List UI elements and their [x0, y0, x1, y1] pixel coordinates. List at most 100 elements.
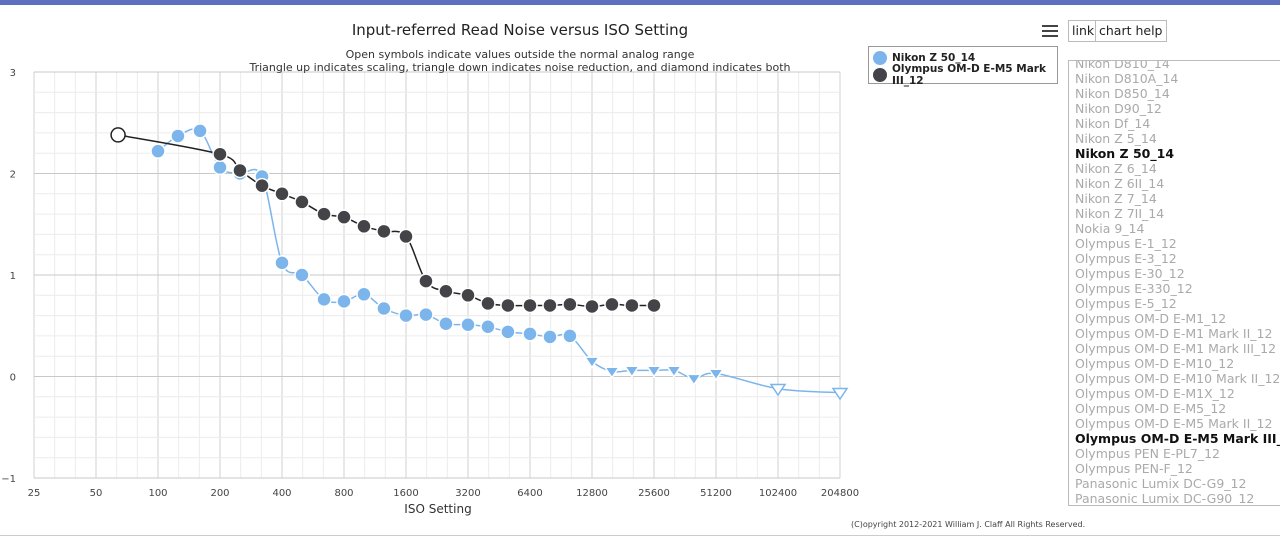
camera-list-item[interactable]: Nikon D90_12 [1075, 101, 1162, 116]
camera-list-item[interactable]: Nikon Z 5_14 [1075, 131, 1157, 146]
data-point-circle [316, 206, 332, 222]
data-point-triangle-down [645, 365, 663, 379]
data-point-circle [376, 223, 392, 240]
camera-select-list[interactable]: Nikon D810_14 Nikon D810A_14 Nikon D850_14… [1068, 60, 1280, 506]
camera-list-item[interactable]: Nikon Z 7_14 [1075, 191, 1157, 206]
data-point-circle [316, 291, 332, 308]
data-point-triangle-down [707, 368, 725, 382]
camera-list-item[interactable]: Olympus OM-D E-M10_12 [1075, 356, 1235, 371]
data-point-circle [398, 228, 414, 245]
legend-label-nikon: Nikon Z 50_14 [892, 52, 976, 64]
data-point-circle [356, 218, 372, 235]
camera-list-item[interactable]: Olympus OM-D E-M5 Mark III_12 [1075, 431, 1280, 446]
legend-marker-olympus [873, 68, 887, 82]
data-point-circle [438, 315, 454, 332]
camera-list-item[interactable]: Olympus E-1_12 [1075, 236, 1177, 251]
series-line-olympus [117, 134, 655, 308]
data-point-circle [562, 328, 578, 344]
x-tick-label: 50 [90, 488, 103, 499]
legend-item-nikon[interactable]: Nikon Z 50_14 [873, 50, 1053, 66]
camera-list-item[interactable]: Nikon D810_14 [1075, 60, 1170, 71]
link-button[interactable]: link [1068, 20, 1098, 42]
chart-title: Input-referred Read Noise versus ISO Set… [352, 21, 688, 39]
camera-list-item[interactable]: Panasonic Lumix DC-G90_12 [1075, 491, 1255, 506]
y-tick-label: 3 [10, 68, 16, 79]
data-point-circle [150, 143, 166, 159]
camera-list-item[interactable]: Olympus OM-D E-M10 Mark II_12 [1075, 371, 1280, 386]
x-tick-label: 102400 [759, 488, 797, 499]
data-point-circle [646, 297, 662, 314]
camera-list-item[interactable]: Olympus E-30_12 [1075, 266, 1185, 281]
data-point-circle [438, 283, 454, 299]
data-point-triangle-down [603, 366, 621, 380]
data-point-circle [170, 128, 186, 144]
camera-list-item[interactable]: Panasonic Lumix DC-G9_12 [1075, 476, 1247, 491]
camera-list-item[interactable]: Nikon D810A_14 [1075, 71, 1179, 86]
x-tick-label: 12800 [576, 488, 608, 499]
x-tick-label: 25 [28, 488, 41, 499]
legend-marker-nikon [873, 51, 887, 65]
data-point-triangle-down [685, 373, 703, 387]
x-tick-label: 25600 [638, 488, 670, 499]
data-point-triangle-down [831, 387, 849, 401]
data-point-circle [624, 297, 640, 314]
hamburger-menu-icon[interactable] [1042, 25, 1058, 39]
series-markers [110, 123, 849, 401]
camera-list-item[interactable]: Nokia 9_14 [1075, 221, 1145, 236]
camera-list-item[interactable]: Olympus OM-D E-M1X_12 [1075, 386, 1235, 401]
data-point-circle [500, 297, 516, 314]
x-tick-label: 51200 [700, 488, 732, 499]
camera-list-item[interactable]: Olympus E-330_12 [1075, 281, 1193, 296]
chart-help-button[interactable]: chart help [1095, 20, 1167, 42]
data-point-circle [480, 319, 496, 335]
camera-list-item[interactable]: Nikon Z 7II_14 [1075, 206, 1165, 221]
x-tick-label: 3200 [455, 488, 480, 499]
data-point-circle [604, 296, 620, 313]
x-tick-label: 100 [148, 488, 167, 499]
x-tick-label: 800 [334, 488, 353, 499]
y-tick-label: 2 [10, 170, 16, 181]
data-point-circle [418, 273, 434, 289]
data-point-circle [480, 295, 496, 312]
camera-list-item[interactable]: Olympus OM-D E-M5_12 [1075, 401, 1227, 416]
data-point-circle [110, 127, 126, 143]
x-tick-label: 6400 [517, 488, 542, 499]
grid-lines [33, 71, 841, 479]
data-point-circle [522, 326, 538, 342]
data-point-circle [418, 306, 434, 323]
x-axis-title: ISO Setting [404, 502, 471, 516]
data-point-triangle-down [583, 356, 601, 369]
data-point-circle [294, 267, 310, 283]
data-point-circle [294, 194, 310, 210]
top-accent-bar [0, 0, 1280, 5]
data-point-circle [212, 146, 228, 162]
data-point-circle [254, 177, 270, 194]
y-tick-label: −1 [1, 474, 16, 485]
camera-list-item[interactable]: Olympus OM-D E-M1 Mark III_12 [1075, 341, 1277, 356]
camera-list-item[interactable]: Nikon D850_14 [1075, 86, 1170, 101]
camera-list-item[interactable]: Olympus E-3_12 [1075, 251, 1177, 266]
camera-list-item[interactable]: Olympus PEN E-PL7_12 [1075, 446, 1221, 461]
camera-list-item[interactable]: Nikon Z 50_14 [1075, 146, 1175, 161]
x-tick-label: 204800 [821, 488, 859, 499]
camera-list-item[interactable]: Olympus PEN-F_12 [1075, 461, 1193, 476]
camera-list-item[interactable]: Olympus OM-D E-M1 Mark II_12 [1075, 326, 1273, 341]
camera-list-item[interactable]: Nikon Z 6_14 [1075, 161, 1157, 176]
camera-list-item[interactable]: Olympus OM-D E-M5 Mark II_12 [1075, 416, 1273, 431]
camera-list-items: Nikon D810_14 Nikon D810A_14 Nikon D850_14… [1075, 60, 1280, 506]
camera-list-item[interactable]: Olympus E-5_12 [1075, 296, 1177, 311]
legend-item-olympus[interactable]: Olympus OM-D E-M5 Mark III_12 [873, 63, 1053, 87]
x-tick-label: 200 [210, 488, 229, 499]
data-point-circle [336, 209, 352, 225]
chart-legend: Nikon Z 50_14 Olympus OM-D E-M5 Mark III… [868, 46, 1058, 87]
data-point-triangle-down [623, 365, 641, 379]
camera-list-item[interactable]: Olympus OM-D E-M1_12 [1075, 311, 1227, 326]
camera-list-item[interactable]: Nikon Z 6II_14 [1075, 176, 1165, 191]
data-point-circle [562, 296, 578, 313]
data-point-circle [522, 297, 538, 314]
y-tick-label: 0 [10, 373, 16, 384]
camera-list-item[interactable]: Nikon Df_14 [1075, 116, 1151, 131]
series-line-nikon [157, 128, 841, 394]
copyright-notice: (C)opyright 2012-2021 William J. Claff A… [851, 520, 1086, 529]
data-point-circle [542, 297, 558, 314]
